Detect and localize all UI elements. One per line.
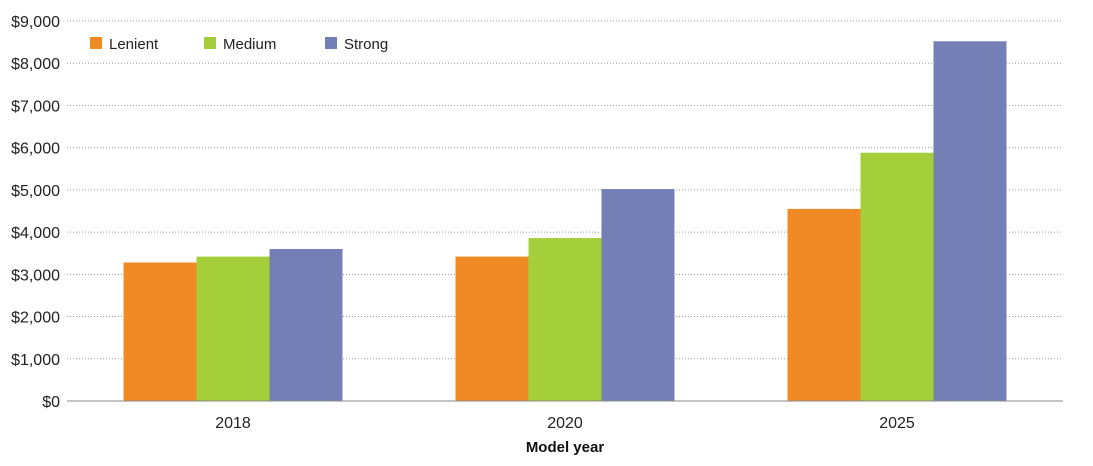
legend-swatch-lenient	[90, 37, 102, 49]
bar-medium-2018	[196, 256, 270, 401]
bar-lenient-2025	[787, 208, 861, 401]
y-tick-label: $5,000	[11, 183, 60, 200]
x-axis-tick-labels: 2018 2020 2025	[215, 415, 915, 432]
y-tick-label: $8,000	[11, 56, 60, 73]
y-tick-label: $4,000	[11, 225, 60, 242]
y-axis-tick-labels: $0 $1,000 $2,000 $3,000 $4,000 $5,000 $6,000 $7…	[11, 14, 60, 411]
bar-lenient-2020	[455, 256, 529, 401]
x-axis-title: Model year	[526, 439, 605, 456]
legend-label-strong: Strong	[344, 36, 388, 53]
bar-strong-2018	[269, 249, 343, 401]
y-tick-label: $7,000	[11, 98, 60, 115]
bar-medium-2025	[860, 152, 934, 401]
x-tick-label: 2020	[547, 415, 583, 432]
legend-label-medium: Medium	[223, 36, 276, 53]
bar-medium-2020	[528, 238, 602, 401]
bars	[123, 41, 1007, 402]
y-tick-label: $0	[42, 394, 60, 411]
legend: Lenient Medium Strong	[90, 36, 388, 53]
bar-strong-2020	[601, 189, 675, 401]
x-tick-label: 2018	[215, 415, 251, 432]
x-tick-label: 2025	[879, 415, 915, 432]
y-tick-label: $1,000	[11, 352, 60, 369]
y-tick-label: $6,000	[11, 141, 60, 158]
y-tick-label: $9,000	[11, 14, 60, 31]
legend-swatch-medium	[204, 37, 216, 49]
legend-swatch-strong	[325, 37, 337, 49]
legend-label-lenient: Lenient	[109, 36, 159, 53]
y-tick-label: $3,000	[11, 267, 60, 284]
bar-lenient-2018	[123, 262, 197, 401]
y-tick-label: $2,000	[11, 310, 60, 327]
bar-strong-2025	[933, 41, 1007, 402]
